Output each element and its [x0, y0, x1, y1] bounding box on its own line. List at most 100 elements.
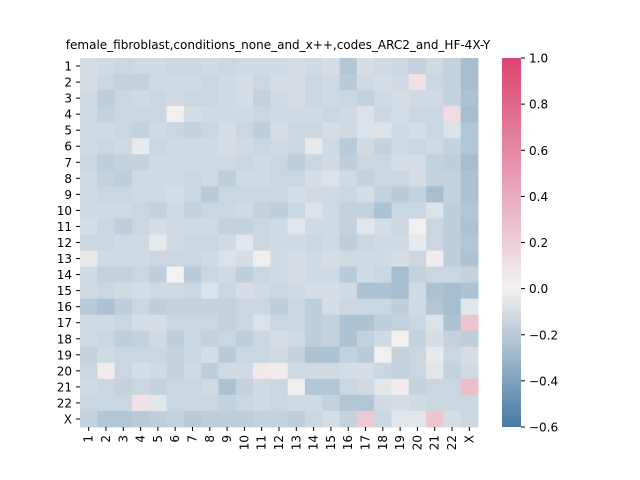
heatmap-cell	[218, 266, 237, 284]
heatmap-cell	[443, 106, 462, 123]
heatmap-cell	[391, 58, 410, 75]
heatmap-cell	[149, 282, 167, 300]
heatmap-cell	[97, 138, 115, 155]
heatmap-cell	[356, 394, 375, 412]
heatmap-cell	[426, 106, 444, 123]
heatmap-cell	[270, 250, 289, 267]
heatmap-cell	[443, 330, 462, 348]
heatmap-cell	[114, 330, 133, 348]
heatmap-cell	[374, 266, 392, 284]
heatmap-cell	[131, 234, 150, 251]
heatmap-cell	[408, 298, 427, 316]
heatmap-cell	[356, 234, 375, 251]
heatmap-cell	[80, 202, 98, 219]
heatmap-cell	[149, 234, 167, 251]
column-tick-label: 17	[359, 435, 373, 450]
heatmap-cell	[322, 218, 340, 235]
heatmap-cell	[270, 362, 289, 380]
heatmap-cell	[183, 154, 202, 171]
heatmap-cell	[270, 202, 289, 219]
heatmap-cell	[97, 74, 115, 91]
heatmap-cell	[426, 154, 444, 171]
heatmap-cell	[408, 250, 427, 267]
heatmap-cell	[114, 250, 133, 267]
heatmap-cell	[304, 154, 323, 171]
column-tick-label: 22	[445, 435, 459, 450]
row-tick-label: 15	[57, 284, 72, 298]
heatmap-cell	[235, 186, 254, 203]
row-tick-label: 18	[57, 332, 72, 346]
heatmap-cell	[114, 186, 133, 203]
heatmap-cell	[374, 202, 392, 219]
heatmap-cell	[270, 154, 289, 171]
heatmap-cell	[408, 58, 427, 75]
heatmap-cell	[253, 298, 271, 316]
heatmap-cell	[97, 154, 115, 171]
heatmap-cell	[253, 74, 271, 91]
heatmap-cell	[114, 170, 133, 187]
heatmap-cell	[183, 122, 202, 139]
heatmap-cell	[253, 122, 271, 139]
heatmap-cell	[339, 218, 358, 235]
heatmap-cell	[97, 282, 115, 300]
heatmap-cell	[460, 58, 479, 75]
heatmap-cell	[149, 218, 167, 235]
heatmap-cell	[166, 250, 185, 267]
heatmap-cell	[408, 186, 427, 203]
heatmap-cell	[183, 186, 202, 203]
heatmap-cell	[218, 282, 237, 300]
column-tick-label: 1	[82, 435, 96, 443]
heatmap-cell	[460, 154, 479, 171]
heatmap-cell	[339, 410, 358, 428]
heatmap-cell	[304, 106, 323, 123]
column-tick-label: 7	[185, 435, 199, 443]
heatmap-cell	[270, 138, 289, 155]
heatmap-cell	[443, 170, 462, 187]
heatmap-cell	[131, 90, 150, 107]
heatmap-cell	[201, 122, 219, 139]
row-tick-label: 21	[57, 380, 72, 394]
colorbar-tick-label: −0.4	[529, 374, 558, 388]
heatmap-cell	[322, 186, 340, 203]
heatmap-cell	[304, 186, 323, 203]
heatmap-cell	[201, 218, 219, 235]
heatmap-cell	[149, 90, 167, 107]
heatmap-cell	[183, 74, 202, 91]
heatmap-cell	[391, 266, 410, 284]
heatmap-cell	[356, 186, 375, 203]
heatmap-cell	[183, 330, 202, 348]
heatmap-cell	[270, 74, 289, 91]
heatmap-cell	[322, 330, 340, 348]
heatmap-cell	[201, 234, 219, 251]
column-tick-label: 2	[99, 435, 113, 443]
heatmap-cell	[270, 106, 289, 123]
heatmap-cell	[80, 234, 98, 251]
heatmap-cell	[443, 186, 462, 203]
column-tick-label: 12	[272, 435, 286, 450]
heatmap-cell	[391, 314, 410, 332]
heatmap-cell	[149, 122, 167, 139]
heatmap-cell	[304, 250, 323, 267]
heatmap-cell	[131, 362, 150, 380]
row-tick-label: 19	[57, 348, 72, 362]
heatmap-cell	[304, 282, 323, 300]
colorbar-tick-label: 0.8	[529, 98, 548, 112]
colorbar-tick-label: 0.6	[529, 144, 548, 158]
heatmap-cell	[131, 250, 150, 267]
heatmap-cell	[443, 250, 462, 267]
heatmap-cell	[201, 202, 219, 219]
heatmap-cell	[391, 362, 410, 380]
heatmap-cell	[322, 74, 340, 91]
heatmap-cell	[80, 58, 98, 75]
heatmap-cell	[426, 410, 444, 428]
heatmap-cell	[356, 74, 375, 91]
heatmap-cell	[322, 58, 340, 75]
heatmap-cell	[408, 394, 427, 412]
row-tick-label: 20	[57, 364, 72, 378]
heatmap-cell	[201, 282, 219, 300]
heatmap-cell	[391, 90, 410, 107]
row-tick-label: X	[64, 412, 72, 426]
heatmap-cell	[322, 250, 340, 267]
heatmap-cell	[235, 394, 254, 412]
heatmap-cell	[201, 330, 219, 348]
